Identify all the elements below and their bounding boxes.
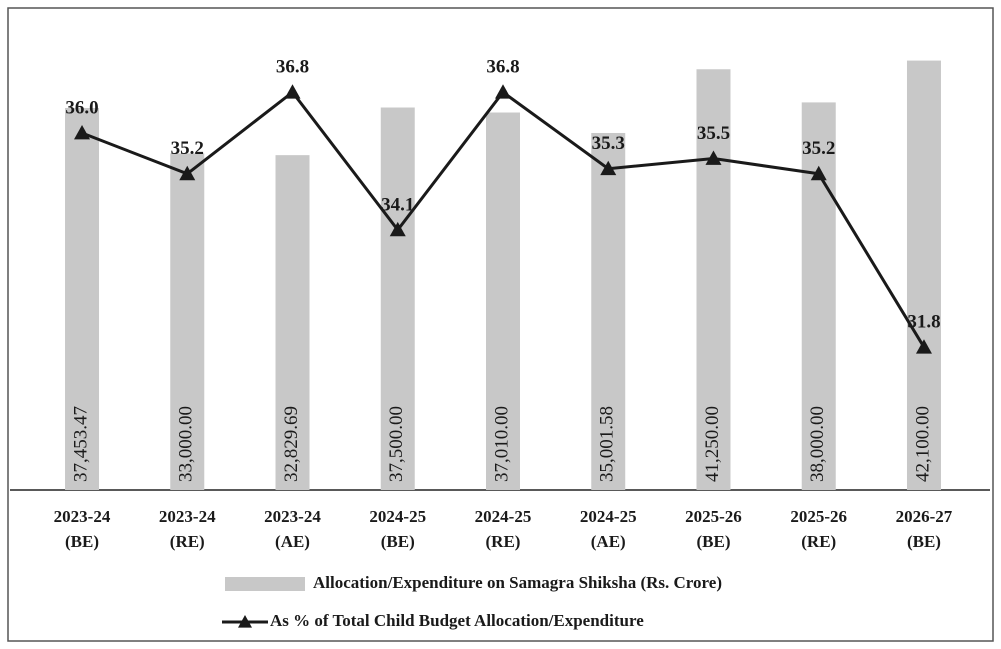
line-marker (74, 125, 91, 140)
legend-label: As % of Total Child Budget Allocation/Ex… (270, 611, 644, 630)
bar-value-label: 37,010.00 (491, 406, 512, 482)
legend-label: Allocation/Expenditure on Samagra Shiksh… (313, 573, 722, 592)
bar-value-label: 42,100.00 (912, 406, 933, 482)
bar-value-label: 37,500.00 (386, 406, 407, 482)
frame (7, 7, 994, 642)
x-tick-label: (AE) (275, 532, 310, 551)
bar-value-label: 33,000.00 (176, 406, 197, 482)
x-tick-label: (RE) (801, 532, 836, 551)
x-tick-label: 2024-25 (369, 507, 426, 526)
x-tick-label: 2025-26 (685, 507, 742, 526)
line-marker (179, 165, 196, 181)
bar-value-label: 37,453.47 (70, 406, 91, 482)
x-tick-label: (RE) (170, 532, 205, 551)
line-value-label: 35.3 (592, 133, 625, 154)
x-tick-label: 2026-27 (896, 507, 953, 526)
line-value-label: 35.2 (171, 138, 204, 159)
line-marker (600, 160, 617, 176)
x-tick-label: 2023-24 (264, 507, 321, 526)
bar-value-label: 38,000.00 (807, 406, 828, 482)
line-value-label: 31.8 (907, 312, 940, 333)
x-tick-label: 2023-24 (159, 507, 216, 526)
line-marker (284, 84, 301, 99)
x-tick-label: (BE) (381, 532, 415, 551)
bar (591, 132, 626, 490)
bar (380, 107, 415, 490)
line-marker (915, 339, 932, 354)
bar (170, 153, 205, 490)
bar (65, 107, 100, 490)
line-value-label: 36.8 (276, 57, 309, 78)
line-marker (810, 165, 827, 181)
line-marker (705, 150, 722, 165)
x-tick-label: (BE) (696, 532, 730, 551)
line-value-label: 36.0 (65, 97, 98, 118)
line-value-label: 35.2 (802, 138, 835, 159)
bar-value-label: 41,250.00 (702, 406, 723, 482)
x-tick-label: 2025-26 (790, 507, 847, 526)
bar (696, 69, 731, 490)
bar (275, 155, 310, 491)
x-tick-label: (RE) (486, 532, 521, 551)
bar-value-label: 32,829.69 (281, 406, 302, 482)
bar (486, 112, 520, 491)
x-tick-label: 2024-25 (580, 507, 637, 526)
x-tick-label: (AE) (591, 532, 626, 551)
line-marker (495, 84, 511, 99)
legend-swatch (225, 577, 305, 591)
bar-value-label: 35,001.58 (597, 406, 618, 482)
line-value-label: 35.5 (697, 123, 730, 144)
bar (906, 60, 941, 491)
x-tick-label: 2023-24 (54, 507, 111, 526)
line-marker (389, 221, 406, 237)
x-tick-label: 2024-25 (475, 507, 532, 526)
legend-marker (238, 615, 252, 628)
x-tick-label: (BE) (65, 532, 99, 551)
x-tick-label: (BE) (907, 532, 941, 551)
line-value-label: 34.1 (381, 194, 414, 215)
line-value-label: 36.8 (486, 57, 519, 78)
